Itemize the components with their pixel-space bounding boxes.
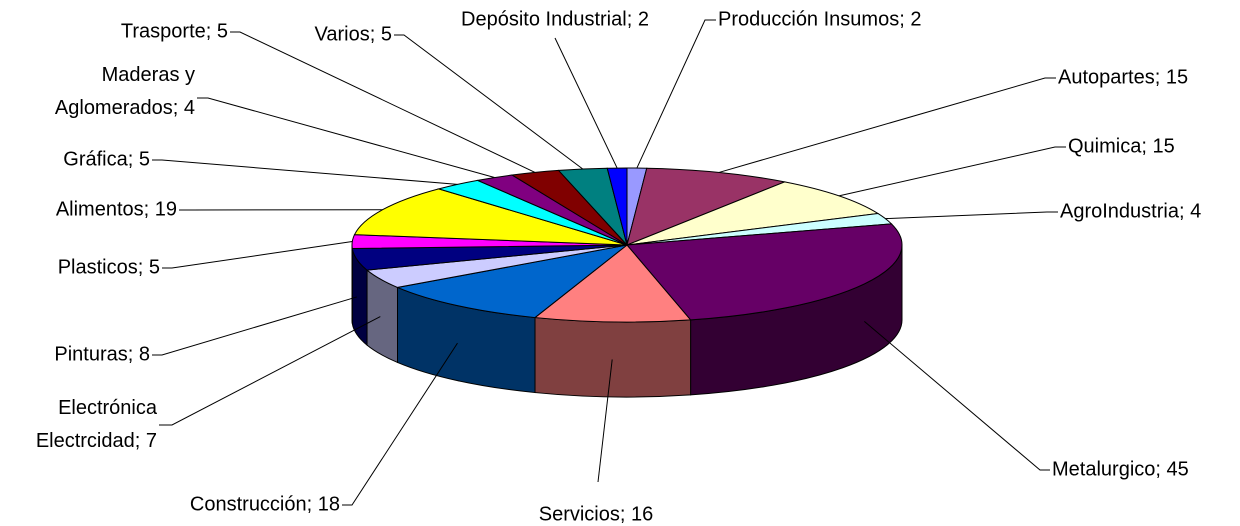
label-part: 2 xyxy=(910,8,922,31)
data-label: Servicios; 16 xyxy=(539,499,654,526)
label-part: 45 xyxy=(1166,458,1189,481)
data-label: Depósito Industrial; 2 xyxy=(461,4,649,37)
label-part: ; xyxy=(127,148,139,171)
label-part: ; xyxy=(369,23,381,46)
data-label: Quimica; 15 xyxy=(1068,131,1175,164)
pie-slice xyxy=(626,181,880,246)
leader-line xyxy=(394,34,584,170)
leader-line xyxy=(885,211,1058,220)
label-part: ; xyxy=(1154,66,1166,89)
label-part: ; xyxy=(1141,135,1153,158)
data-label: Trasporte; 5 xyxy=(121,16,228,49)
data-label: Plasticos; 5 xyxy=(58,252,160,285)
label-part: ; xyxy=(1178,200,1191,223)
label-part: 5 xyxy=(138,148,150,171)
data-label: Metalurgico; 45 xyxy=(1052,454,1189,487)
label-part: 16 xyxy=(631,503,654,526)
data-label: Construcción; 18 xyxy=(190,489,340,522)
leader-line xyxy=(342,342,458,506)
label-part: Varios xyxy=(314,23,370,46)
label-part: ; xyxy=(134,430,146,452)
label-part: ; xyxy=(626,8,638,31)
label-part: Metalurgico xyxy=(1052,458,1156,481)
label-part: 18 xyxy=(317,493,340,516)
data-label: Producción Insumos; 2 xyxy=(718,4,921,37)
label-part: ; xyxy=(306,493,318,516)
label-part: ; xyxy=(205,20,217,43)
label-part: ; xyxy=(137,256,149,279)
label-part: Servicios xyxy=(538,503,620,526)
label-part: ; xyxy=(127,343,139,366)
label-part: Plasticos xyxy=(57,256,138,279)
data-label: AgroIndustria; 4 xyxy=(1060,196,1201,229)
label-part: 2 xyxy=(637,8,649,31)
data-label: Alimentos; 19 xyxy=(56,194,177,227)
label-part: Construcción xyxy=(189,493,307,516)
label-part: Gráfica xyxy=(63,148,128,171)
pie-side xyxy=(534,317,692,398)
pie-slice xyxy=(395,244,628,319)
leader-line xyxy=(838,146,1066,197)
leader-line xyxy=(162,241,353,269)
label-part: Alimentos xyxy=(55,198,144,221)
leader-line xyxy=(159,316,381,426)
label-part: 5 xyxy=(216,20,228,43)
label-part: Pinturas xyxy=(54,343,128,366)
leader-line xyxy=(152,159,458,185)
leader-line xyxy=(597,359,613,483)
label-part: Autopartes xyxy=(1058,66,1155,89)
label-part: ; xyxy=(899,8,911,31)
label-part: 5 xyxy=(380,23,392,46)
label-part: 7 xyxy=(145,430,157,452)
data-label: Gráfica; 5 xyxy=(63,144,150,177)
leader-line xyxy=(636,19,716,169)
pie-slice xyxy=(625,223,903,321)
pie-slice xyxy=(533,244,692,323)
data-label: Maderas y Aglomerados; 4 xyxy=(15,59,195,125)
label-part: Trasporte xyxy=(120,20,206,43)
label-part: AgroIndustria xyxy=(1060,200,1179,223)
leader-line xyxy=(554,37,618,169)
leader-line xyxy=(197,97,495,179)
pie-slice xyxy=(353,188,628,246)
label-part: Quimica xyxy=(1068,135,1142,158)
leader-line xyxy=(864,321,1050,471)
label-part: 15 xyxy=(1165,66,1189,89)
data-label: Autopartes; 15 xyxy=(1058,62,1188,95)
label-part: Maderas y Aglomerados xyxy=(54,64,195,119)
data-label: Electrónica Electrcidad; 7 xyxy=(7,392,157,458)
data-label: Varios; 5 xyxy=(315,19,392,52)
label-part: ; xyxy=(172,97,184,119)
leader-line xyxy=(152,296,358,356)
label-part: Depósito Industrial xyxy=(461,8,627,31)
label-part: 4 xyxy=(1190,200,1202,223)
label-part: ; xyxy=(1155,458,1167,481)
label-part: 15 xyxy=(1152,135,1175,158)
label-part: ; xyxy=(619,503,632,526)
label-part: 8 xyxy=(138,343,150,366)
label-part: 4 xyxy=(183,97,195,119)
label-part: Producción Insumos xyxy=(718,8,900,31)
data-label: Pinturas; 8 xyxy=(54,339,150,372)
label-part: ; xyxy=(143,198,155,221)
leader-line xyxy=(718,77,1056,173)
leader-line xyxy=(230,31,536,173)
pie-slice xyxy=(626,167,787,246)
label-part: 19 xyxy=(154,198,177,221)
label-part: 5 xyxy=(148,256,160,279)
label-part: Electrónica Electrcidad xyxy=(35,397,157,452)
